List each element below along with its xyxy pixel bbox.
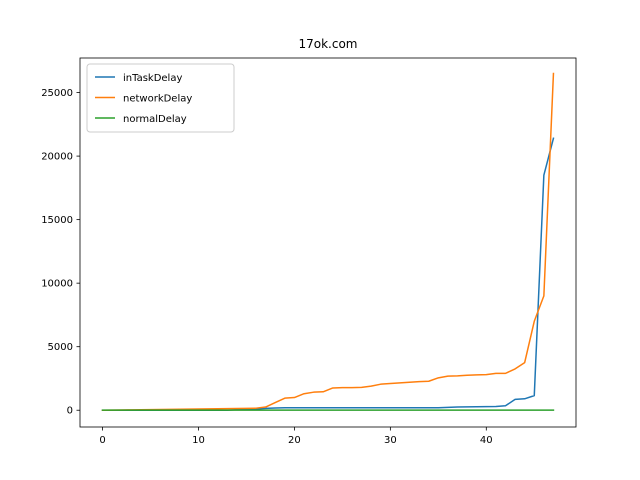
y-tick-label: 20000: [41, 152, 73, 163]
legend-label: inTaskDelay: [123, 73, 182, 84]
legend-box: [86, 63, 235, 133]
x-tick-label: 40: [480, 435, 493, 446]
x-tick-label: 30: [384, 435, 397, 446]
legend-label: normalDelay: [123, 114, 187, 125]
x-tick-label: 10: [192, 435, 205, 446]
series-line-networkDelay: [101, 72, 555, 411]
series-line-inTaskDelay: [101, 137, 555, 411]
y-tick-label: 25000: [41, 88, 73, 99]
y-axis: 0 5000 10000 15000 20000 25000: [41, 88, 80, 417]
x-tick-label: 20: [288, 435, 301, 446]
x-axis: 0 10 20 30 40: [99, 427, 493, 446]
y-tick-label: 5000: [48, 342, 73, 353]
x-tick-label: 0: [99, 435, 105, 446]
legend-label: networkDelay: [123, 94, 192, 105]
plot-content: [101, 72, 555, 411]
plot-frame: [79, 57, 577, 428]
legend: inTaskDelay networkDelay normalDelay: [86, 63, 235, 133]
chart-title: 17ok.com: [298, 37, 357, 51]
y-tick-label: 15000: [41, 215, 73, 226]
y-tick-label: 10000: [41, 279, 73, 290]
y-tick-label: 0: [67, 406, 73, 417]
